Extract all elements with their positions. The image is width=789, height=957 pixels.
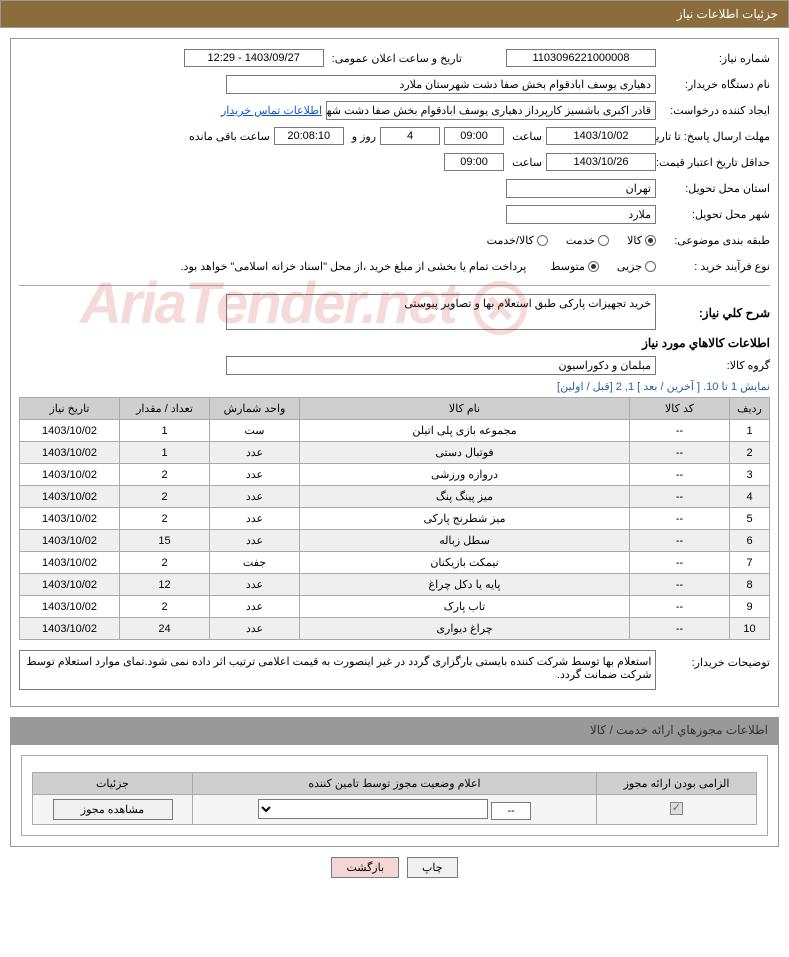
items-th: واحد شمارش	[210, 398, 300, 420]
lic-th-mandatory: الزامی بودن ارائه مجوز	[597, 773, 757, 795]
deadline-time: 09:00	[444, 127, 504, 145]
need-desc-value: خرید تجهیزات پارکی طبق استعلام بها و تصا…	[226, 294, 656, 330]
items-th: تاریخ نیاز	[20, 398, 120, 420]
city-label: شهر محل تحویل:	[660, 208, 770, 221]
lic-status-val: --	[491, 802, 531, 820]
table-row: 5--میز شطرنج پارکیعدد21403/10/02	[20, 508, 770, 530]
need-number-value: 1103096221000008	[506, 49, 656, 67]
buyer-notes-label: توضیحات خریدار:	[660, 646, 770, 669]
announce-dt-value: 1403/09/27 - 12:29	[184, 49, 324, 67]
buyer-org-value: دهیاری یوسف ابادقوام بخش صفا دشت شهرستان…	[226, 75, 656, 94]
requester-label: ایجاد کننده درخواست:	[660, 104, 770, 117]
proctype-note: پرداخت تمام یا بخشی از مبلغ خرید ،از محل…	[177, 260, 527, 273]
category-radios: کالا خدمت کالا/خدمت	[487, 234, 656, 247]
validity-time: 09:00	[444, 153, 504, 171]
city-value: ملارد	[506, 205, 656, 224]
action-buttons: چاپ بازگشت	[0, 857, 789, 878]
need-number-label: شماره نیاز:	[660, 52, 770, 65]
radio-kala-khedmat[interactable]	[537, 235, 548, 246]
page-header: جزئیات اطلاعات نیاز	[0, 0, 789, 28]
deadline-days-label: روز و	[348, 130, 376, 143]
table-row: 9--تاب پارکعدد21403/10/02	[20, 596, 770, 618]
proctype-label: نوع فرآیند خرید :	[660, 260, 770, 273]
deadline-days: 4	[380, 127, 440, 145]
items-section-title: اطلاعات کالاهاي مورد نیاز	[19, 336, 770, 350]
license-section-header: اطلاعات مجوزهاي ارائه خدمت / کالا	[10, 717, 779, 744]
print-button[interactable]: چاپ	[407, 857, 458, 878]
items-th: ردیف	[730, 398, 770, 420]
lic-th-status: اعلام وضعیت مجوز توسط تامین کننده	[193, 773, 597, 795]
table-row: 7--نیمکت بازیکنانجفت21403/10/02	[20, 552, 770, 574]
radio-kala[interactable]	[645, 235, 656, 246]
proctype-radios: جزیی متوسط	[550, 260, 656, 273]
table-row: 4--میز پینگ پنگعدد21403/10/02	[20, 486, 770, 508]
announce-dt-label: تاریخ و ساعت اعلان عمومی:	[328, 52, 462, 65]
view-license-button[interactable]: مشاهده مجوز	[53, 799, 173, 820]
deadline-remain-label: ساعت باقی مانده	[185, 130, 270, 143]
items-th: کد کالا	[630, 398, 730, 420]
validity-date: 1403/10/26	[546, 153, 656, 171]
table-row: 10--چراغ دیواریعدد241403/10/02	[20, 618, 770, 640]
mandatory-checkbox[interactable]	[670, 802, 683, 815]
category-label: طبقه بندی موضوعی:	[660, 234, 770, 247]
items-th: تعداد / مقدار	[120, 398, 210, 420]
need-desc-label: شرح کلي نیاز:	[660, 306, 770, 320]
buyer-org-label: نام دستگاه خریدار:	[660, 78, 770, 91]
province-value: تهران	[506, 179, 656, 198]
license-table: الزامی بودن ارائه مجوز اعلام وضعیت مجوز …	[32, 772, 757, 825]
deadline-countdown: 20:08:10	[274, 127, 344, 145]
group-label: گروه کالا:	[660, 359, 770, 372]
radio-motavaset[interactable]	[588, 261, 599, 272]
radio-jozei[interactable]	[645, 261, 656, 272]
lic-th-details: جزئیات	[33, 773, 193, 795]
table-row: 6--سطل زبالهعدد151403/10/02	[20, 530, 770, 552]
contact-link[interactable]: اطلاعات تماس خریدار	[221, 104, 322, 117]
table-row: 1--مجموعه بازی پلی اتیلنست11403/10/02	[20, 420, 770, 442]
pager[interactable]: نمایش 1 تا 10. [ آخرین / بعد ] 1, 2 [قبل…	[19, 380, 770, 393]
deadline-time-label: ساعت	[508, 130, 542, 143]
page-title: جزئیات اطلاعات نیاز	[677, 7, 778, 21]
validity-label: حداقل تاریخ اعتبار قیمت: تا تاریخ:	[660, 156, 770, 169]
main-panel: شماره نیاز: 1103096221000008 تاریخ و ساع…	[10, 38, 779, 707]
validity-time-label: ساعت	[508, 156, 542, 169]
group-value: مبلمان و دکوراسیون	[226, 356, 656, 375]
license-section-title: اطلاعات مجوزهاي ارائه خدمت / کالا	[590, 723, 768, 737]
radio-khedmat[interactable]	[598, 235, 609, 246]
province-label: استان محل تحویل:	[660, 182, 770, 195]
lic-status-select[interactable]	[258, 799, 488, 819]
items-th: نام کالا	[300, 398, 630, 420]
license-panel: الزامی بودن ارائه مجوز اعلام وضعیت مجوز …	[10, 744, 779, 847]
buyer-notes-value: استعلام بها توسط شرکت کننده بایستی بارگز…	[19, 650, 656, 690]
items-table: ردیفکد کالانام کالاواحد شمارشتعداد / مقد…	[19, 397, 770, 640]
table-row: 3--دروازه ورزشیعدد21403/10/02	[20, 464, 770, 486]
table-row: 2--فوتبال دستیعدد11403/10/02	[20, 442, 770, 464]
deadline-label: مهلت ارسال پاسخ: تا تاریخ:	[660, 130, 770, 143]
requester-value: قادر اکبری باشسیز کارپرداز دهیاری یوسف ا…	[326, 101, 656, 120]
deadline-date: 1403/10/02	[546, 127, 656, 145]
back-button[interactable]: بازگشت	[331, 857, 399, 878]
table-row: 8--پایه یا دکل چراغعدد121403/10/02	[20, 574, 770, 596]
